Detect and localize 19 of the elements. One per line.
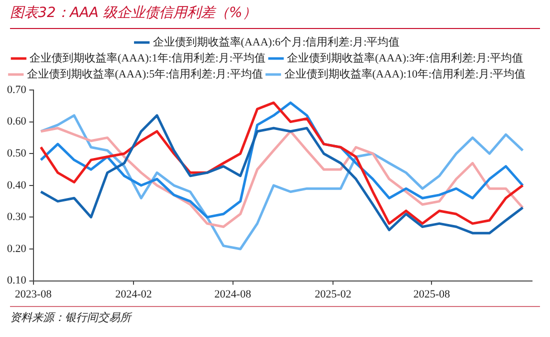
legend-label: 企业债到期收益率(AAA):5年:信用利差:月:平均值: [26, 67, 263, 80]
y-tick-label: 0.70: [7, 84, 27, 96]
x-tick-label: 2025-08: [413, 288, 451, 300]
legend-label: 企业债到期收益率(AAA):6个月:信用利差:月:平均值: [152, 35, 400, 48]
chart-title: 图表32：AAA 级企业债信用利差（%）: [10, 4, 256, 22]
y-tick-label: 0.60: [7, 116, 27, 128]
x-tick-label: 2024-08: [214, 288, 252, 300]
x-tick-label: 2025-02: [314, 288, 352, 300]
legend-label: 企业债到期收益率(AAA):3年:信用利差:月:平均值: [287, 51, 523, 64]
legend-label: 企业债到期收益率(AAA):1年:信用利差:月:平均值: [30, 51, 266, 64]
text: 资料来源：银行间交易所: [10, 310, 131, 325]
x-tick-label: 2023-08: [14, 288, 52, 300]
y-tick-label: 0.50: [7, 147, 27, 160]
y-tick-label: 0.10: [7, 274, 27, 287]
y-tick-label: 0.20: [7, 242, 27, 255]
y-tick-label: 0.40: [7, 179, 27, 192]
y-tick-label: 0.30: [7, 211, 27, 224]
x-tick-label: 2024-02: [115, 288, 152, 300]
legend-label: 企业债到期收益率(AAA):10年:信用利差:月:平均值: [284, 67, 526, 80]
